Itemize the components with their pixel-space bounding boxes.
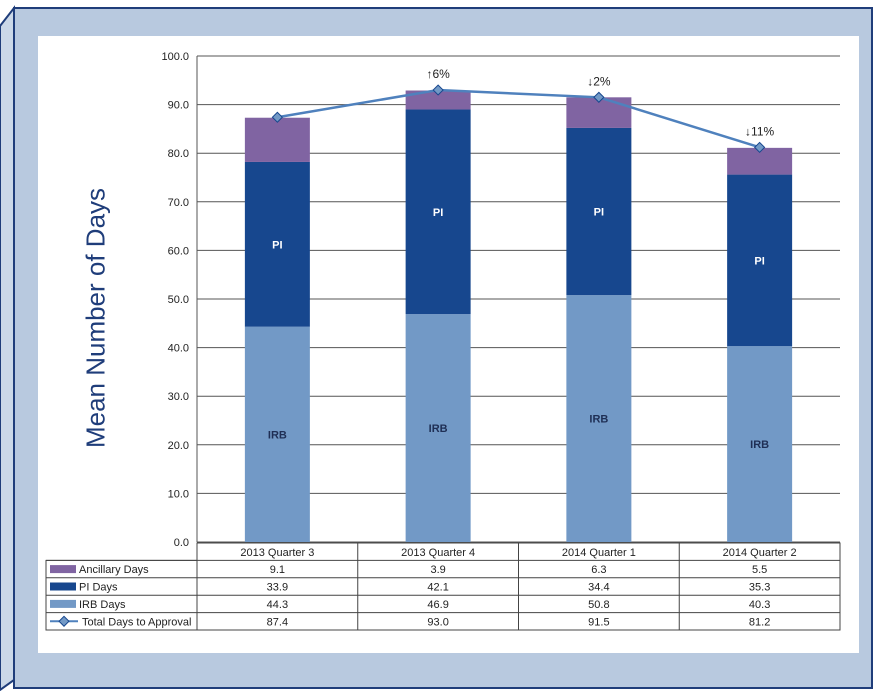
bar-inner-label: IRB	[268, 429, 287, 441]
y-tick-label: 30.0	[168, 391, 189, 403]
legend-series-name: Ancillary Days	[79, 564, 149, 576]
change-annotation: ↑6%	[426, 67, 450, 81]
data-table: 2013 Quarter 3 2013 Quarter 4 2014 Quarter…	[46, 543, 840, 630]
x-category-label: 2014 Quarter 2	[723, 547, 797, 559]
x-category-label: 2014 Quarter 1	[562, 547, 636, 559]
table-cell-value: 91.5	[588, 616, 609, 628]
total-days-line	[277, 90, 759, 147]
y-tick-label: 20.0	[168, 440, 189, 452]
legend-marker	[59, 616, 69, 626]
legend-series-name: PI Days	[79, 582, 118, 594]
y-tick-label: 80.0	[168, 148, 189, 160]
table-cell-value: 9.1	[270, 564, 285, 576]
table-cell-value: 34.4	[588, 582, 609, 594]
y-tick-label: 90.0	[168, 100, 189, 112]
y-tick-label: 50.0	[168, 294, 189, 306]
bar-inner-label: PI	[594, 207, 604, 219]
legend-series-name: IRB Days	[79, 599, 126, 611]
table-cell-value: 87.4	[267, 616, 288, 628]
bar-inner-label: IRB	[429, 423, 448, 435]
table-cell-value: 5.5	[752, 564, 767, 576]
legend-swatch	[50, 565, 76, 573]
table-cell-value: 81.2	[749, 616, 770, 628]
y-tick-label: 10.0	[168, 488, 189, 500]
bar-inner-label: IRB	[589, 414, 608, 426]
change-annotation: ↓11%	[745, 124, 774, 138]
x-category-label: 2013 Quarter 3	[240, 547, 314, 559]
y-tick-label: 40.0	[168, 343, 189, 355]
y-tick-label: 70.0	[168, 197, 189, 209]
y-tick-label: 100.0	[161, 51, 189, 63]
table-cell-value: 35.3	[749, 582, 770, 594]
y-tick-label: 0.0	[174, 537, 189, 549]
table-cell-value: 93.0	[427, 616, 448, 628]
table-cell-value: 6.3	[591, 564, 606, 576]
bar-inner-label: IRB	[750, 439, 769, 451]
table-cell-value: 33.9	[267, 582, 288, 594]
total-line	[272, 85, 764, 152]
x-category-label: 2013 Quarter 4	[401, 547, 475, 559]
table-cell-value: 46.9	[427, 599, 448, 611]
bars	[245, 91, 792, 542]
table-cell-value: 42.1	[427, 582, 448, 594]
bar-inner-label: PI	[433, 207, 443, 219]
labels: IRB PI IRB PI IRB PI IRB PI ↑6% ↓2% ↓11%	[268, 67, 775, 451]
change-annotation: ↓2%	[587, 74, 611, 88]
table-cell-value: 40.3	[749, 599, 770, 611]
y-tick-label: 60.0	[168, 245, 189, 257]
table-cell-value: 3.9	[430, 564, 445, 576]
legend-swatch	[50, 600, 76, 608]
bar-ancillary-days	[245, 118, 310, 162]
table-cell-value: 50.8	[588, 599, 609, 611]
bar-inner-label: PI	[272, 239, 282, 251]
table-cell-value: 44.3	[267, 599, 288, 611]
legend-swatch	[50, 583, 76, 591]
bar-inner-label: PI	[754, 255, 764, 267]
legend-series-name: Total Days to Approval	[82, 616, 191, 628]
